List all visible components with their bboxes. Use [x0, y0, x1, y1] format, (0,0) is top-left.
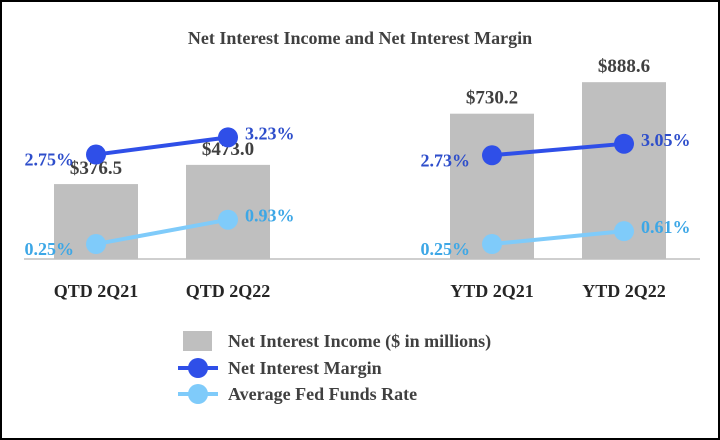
- category-label-2: QTD 2Q22: [186, 281, 271, 301]
- net-interest-margin-point-3: [482, 145, 502, 166]
- legend: Net Interest Income ($ in millions) Net I…: [178, 331, 491, 404]
- fed-funds-label-1: 0.25%: [25, 239, 75, 259]
- net-interest-margin-point-4: [614, 133, 634, 154]
- bars-layer: $376.5 $473.0 $730.2 $888.6: [54, 56, 666, 259]
- net-interest-margin-label-3: 2.73%: [421, 150, 471, 170]
- legend-label-fed-funds: Average Fed Funds Rate: [228, 384, 417, 404]
- category-label-4: YTD 2Q22: [582, 281, 666, 301]
- fed-funds-point-2: [218, 209, 238, 230]
- chart-title: Net Interest Income and Net Interest Mar…: [188, 28, 532, 48]
- bar-value-label-2: $473.0: [202, 139, 254, 160]
- fed-funds-label-2: 0.93%: [245, 206, 295, 226]
- fed-funds-point-3: [482, 234, 502, 255]
- fed-funds-label-3: 0.25%: [421, 239, 471, 259]
- net-interest-margin-point-1: [86, 144, 106, 165]
- fed-funds-segment-2: [491, 229, 625, 247]
- legend-marker-net-interest-margin: [188, 358, 208, 378]
- bar-value-label-1: $376.5: [70, 158, 122, 179]
- net-interest-margin-point-2: [218, 127, 238, 148]
- legend-label-net-interest-margin: Net Interest Margin: [228, 358, 382, 378]
- category-label-1: QTD 2Q21: [54, 281, 139, 301]
- legend-marker-fed-funds: [188, 384, 208, 404]
- net-interest-margin-label-1: 2.75%: [25, 150, 75, 170]
- net-interest-margin-segment-2: [491, 141, 625, 158]
- net-interest-margin-segment-1: [95, 135, 229, 157]
- legend-label-net-interest-income: Net Interest Income ($ in millions): [228, 331, 491, 352]
- fed-funds-label-4: 0.61%: [641, 217, 691, 237]
- bar-value-label-3: $730.2: [466, 88, 518, 109]
- fed-funds-point-1: [86, 234, 106, 255]
- legend-swatch-net-interest-income: [183, 331, 212, 351]
- lines-layer: 2.75% 3.23% 2.73% 3.05% 0.25% 0.93% 0.25% 0.61%: [25, 123, 691, 259]
- fed-funds-point-4: [614, 221, 634, 242]
- bar-value-label-4: $888.6: [598, 56, 650, 77]
- net-interest-margin-label-2: 3.23%: [245, 123, 295, 143]
- fed-funds-segment-1: [95, 217, 229, 247]
- category-labels: QTD 2Q21 QTD 2Q22 YTD 2Q21 YTD 2Q22: [54, 281, 666, 301]
- category-label-3: YTD 2Q21: [450, 281, 534, 301]
- net-interest-margin-label-4: 3.05%: [641, 130, 691, 150]
